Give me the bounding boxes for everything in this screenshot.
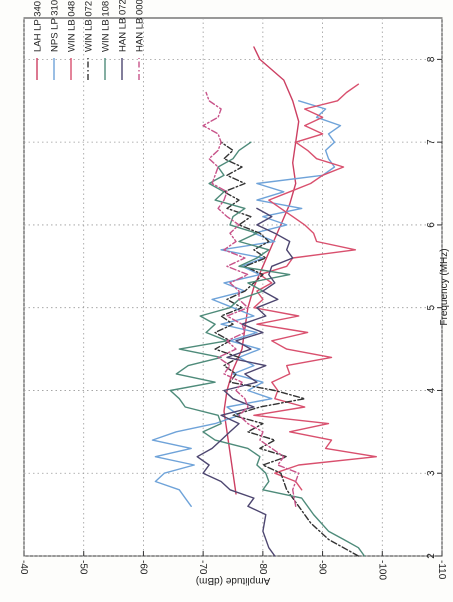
series-line-han-lb-000 — [202, 91, 300, 507]
tick-label-frequency: 6 — [426, 222, 437, 228]
series-lines — [151, 46, 377, 557]
tick-label-amplitude: -50 — [78, 560, 89, 575]
tick-label-amplitude: -60 — [137, 560, 148, 575]
series-line-win-lb-072 — [214, 141, 360, 557]
tick-label-amplitude: -100 — [376, 560, 387, 580]
tick-label-frequency: 8 — [426, 56, 437, 62]
series-line-lah-lp-340 — [223, 46, 300, 495]
legend-label: WIN LB 072 — [84, 1, 95, 52]
series-line-win-lb-048 — [253, 83, 377, 491]
tick-label-frequency: 4 — [426, 387, 437, 393]
legend-label: WIN LB 108 — [101, 1, 112, 52]
legend-label: HAN LB 072 — [118, 0, 129, 52]
x-axis-label: Frequency (MHz) — [439, 248, 450, 325]
tick-label-frequency: 5 — [426, 304, 437, 310]
tick-label-frequency: 3 — [426, 470, 437, 476]
series-line-nps-lp-310 — [151, 100, 342, 507]
legend-label: NPS LP 310 — [50, 0, 61, 52]
legend-label: HAN LB 000 — [135, 0, 146, 52]
series-line-han-lb-072 — [196, 207, 294, 557]
y-axis-label: Amplitude (dBm) — [196, 575, 270, 586]
axis-ticks: 2 3 4 5 6 7 8 -40 -50 -60 -70 -80 -90 -100 -110 — [18, 56, 447, 580]
tick-label-frequency: 2 — [426, 553, 437, 559]
tick-label-amplitude: -40 — [18, 560, 29, 575]
legend: LAH LP 340 NPS LP 310 WIN LB 048 WIN LB 072… — [33, 0, 146, 80]
tick-label-amplitude: -90 — [317, 560, 328, 575]
tick-label-frequency: 7 — [426, 139, 437, 145]
legend-label: WIN LB 048 — [67, 1, 78, 52]
tick-label-amplitude: -80 — [257, 560, 268, 575]
legend-label: LAH LP 340 — [33, 1, 44, 52]
tick-label-amplitude: -110 — [436, 560, 447, 580]
tick-label-amplitude: -70 — [197, 560, 208, 575]
